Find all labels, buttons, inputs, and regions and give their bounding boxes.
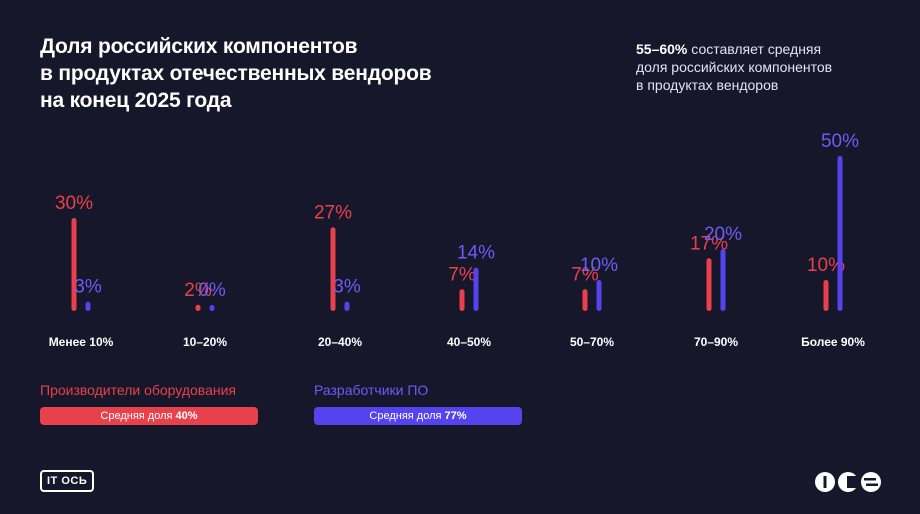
title-line-2: в продуктах отечественных вендоров [40, 62, 432, 85]
bar-hardware [582, 289, 588, 311]
note-highlight: 55–60% [636, 41, 688, 57]
bar-hardware [330, 227, 336, 311]
title-line-1: Доля российских компонентов [40, 35, 358, 58]
legend-hardware-name: Производители оборудования [40, 382, 236, 398]
value-label-software: 50% [821, 131, 859, 152]
value-label-software: 10% [580, 255, 618, 276]
value-label-hardware: 10% [807, 255, 845, 276]
value-label-software: 14% [457, 243, 495, 264]
bar-hardware [459, 289, 465, 311]
value-label-hardware: 2% [184, 280, 212, 301]
category-label: 20–40% [318, 335, 362, 349]
value-label-software: 0% [198, 280, 226, 301]
category-label: Более 90% [801, 335, 865, 349]
chart-title: Доля российских компонентов в продуктах … [40, 33, 432, 114]
bar-software [85, 301, 91, 311]
legend-software-average: Средняя доля 77% [314, 407, 522, 425]
value-label-hardware: 17% [690, 233, 728, 254]
category-label: 50–70% [570, 335, 614, 349]
bar-hardware [195, 304, 201, 311]
it-os-logo: IT ОСЬ [40, 470, 95, 492]
value-label-hardware: 7% [448, 264, 476, 285]
bar-hardware [71, 218, 77, 311]
value-label-hardware: 30% [55, 193, 93, 214]
note-line-1: составляет средняя [687, 41, 822, 57]
bar-hardware [706, 258, 712, 311]
category-label: 10–20% [183, 335, 227, 349]
bar-software [596, 280, 602, 311]
value-label-software: 20% [704, 224, 742, 245]
bar-software [720, 249, 726, 311]
legend-software: Разработчики ПО Средняя доля 77% [314, 382, 522, 425]
category-label: 70–90% [694, 335, 738, 349]
legend-hardware-average: Средняя доля 40% [40, 407, 258, 425]
legend-hardware: Производители оборудования Средняя доля … [40, 382, 258, 425]
bar-software [209, 305, 215, 311]
note-line-3: в продуктах вендоров [636, 77, 779, 93]
bar-software [473, 267, 479, 311]
note-line-2: доля российских компонентов [636, 59, 833, 75]
average-note: 55–60% составляет средняя доля российски… [636, 40, 832, 94]
value-label-software: 3% [74, 277, 102, 298]
title-line-3: на конец 2025 года [40, 89, 232, 112]
category-label: Менее 10% [49, 335, 114, 349]
bar-hardware [823, 280, 829, 311]
category-label: 40–50% [447, 335, 491, 349]
bar-software [837, 156, 843, 311]
value-label-hardware: 27% [314, 202, 352, 223]
ics-logo [815, 472, 881, 492]
legend-software-name: Разработчики ПО [314, 382, 429, 398]
value-label-software: 3% [333, 277, 361, 298]
value-label-hardware: 7% [571, 264, 599, 285]
bar-software [344, 301, 350, 311]
